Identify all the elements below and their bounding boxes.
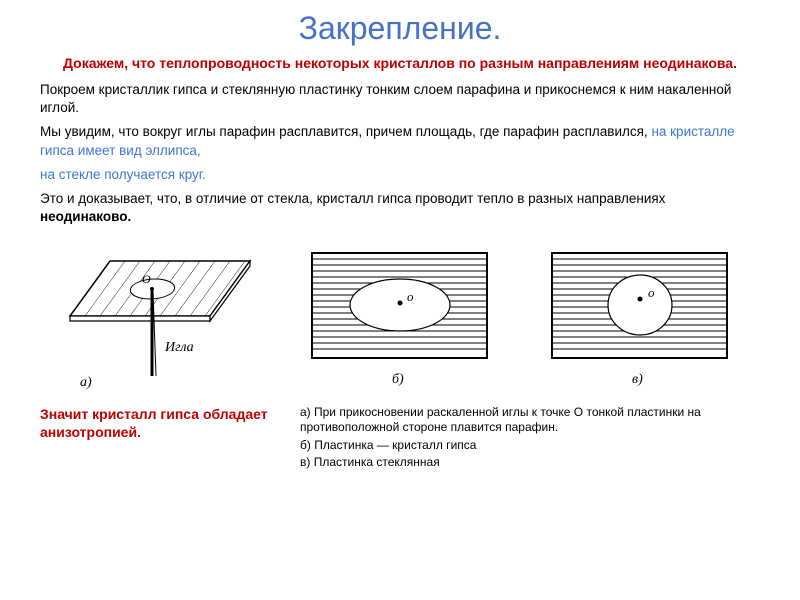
figure-a-label: а) (80, 375, 92, 390)
para4-bold: неодинаково. (40, 209, 131, 224)
figure-c-point-label: о (648, 285, 655, 300)
paragraph-4: Это и доказывает, что, в отличие от стек… (40, 190, 760, 226)
caption-a: а) При прикосновении раскаленной иглы к … (300, 405, 760, 436)
paragraph-1: Покроем кристаллик гипса и стеклянную пл… (40, 81, 760, 117)
para4-text: Это и доказывает, что, в отличие от стек… (40, 191, 665, 206)
para3-highlight: на стекле получается круг. (40, 167, 206, 182)
figure-a-needle-label: Игла (164, 340, 194, 355)
conclusion: Значит кристалл гипса обладает анизотроп… (40, 405, 270, 441)
subtitle: Докажем, что теплопроводность некоторых … (40, 55, 760, 71)
diagram-row: О Игла а) о б) (40, 241, 760, 391)
figure-c-label: в) (632, 372, 643, 387)
conclusion-b: анизотропией. (40, 424, 141, 440)
figure-a: О Игла а) (60, 241, 260, 391)
figure-b: о б) (300, 241, 500, 391)
caption-c: в) Пластинка стеклянная (300, 455, 760, 471)
para2-text: Мы увидим, что вокруг иглы парафин распл… (40, 124, 651, 139)
captions: а) При прикосновении раскаленной иглы к … (300, 405, 760, 473)
paragraph-3: на стекле получается круг. (40, 166, 760, 184)
figure-b-point-label: о (407, 289, 414, 304)
bottom-row: Значит кристалл гипса обладает анизотроп… (40, 405, 760, 473)
conclusion-a: Значит кристалл гипса обладает (40, 406, 268, 422)
figure-b-label: б) (392, 372, 404, 387)
figure-c: о в) (540, 241, 740, 391)
caption-b: б) Пластинка — кристалл гипса (300, 438, 760, 454)
figure-a-point-label: О (142, 272, 151, 286)
page-title: Закрепление. (40, 10, 760, 47)
paragraph-2: Мы увидим, что вокруг иглы парафин распл… (40, 123, 760, 159)
